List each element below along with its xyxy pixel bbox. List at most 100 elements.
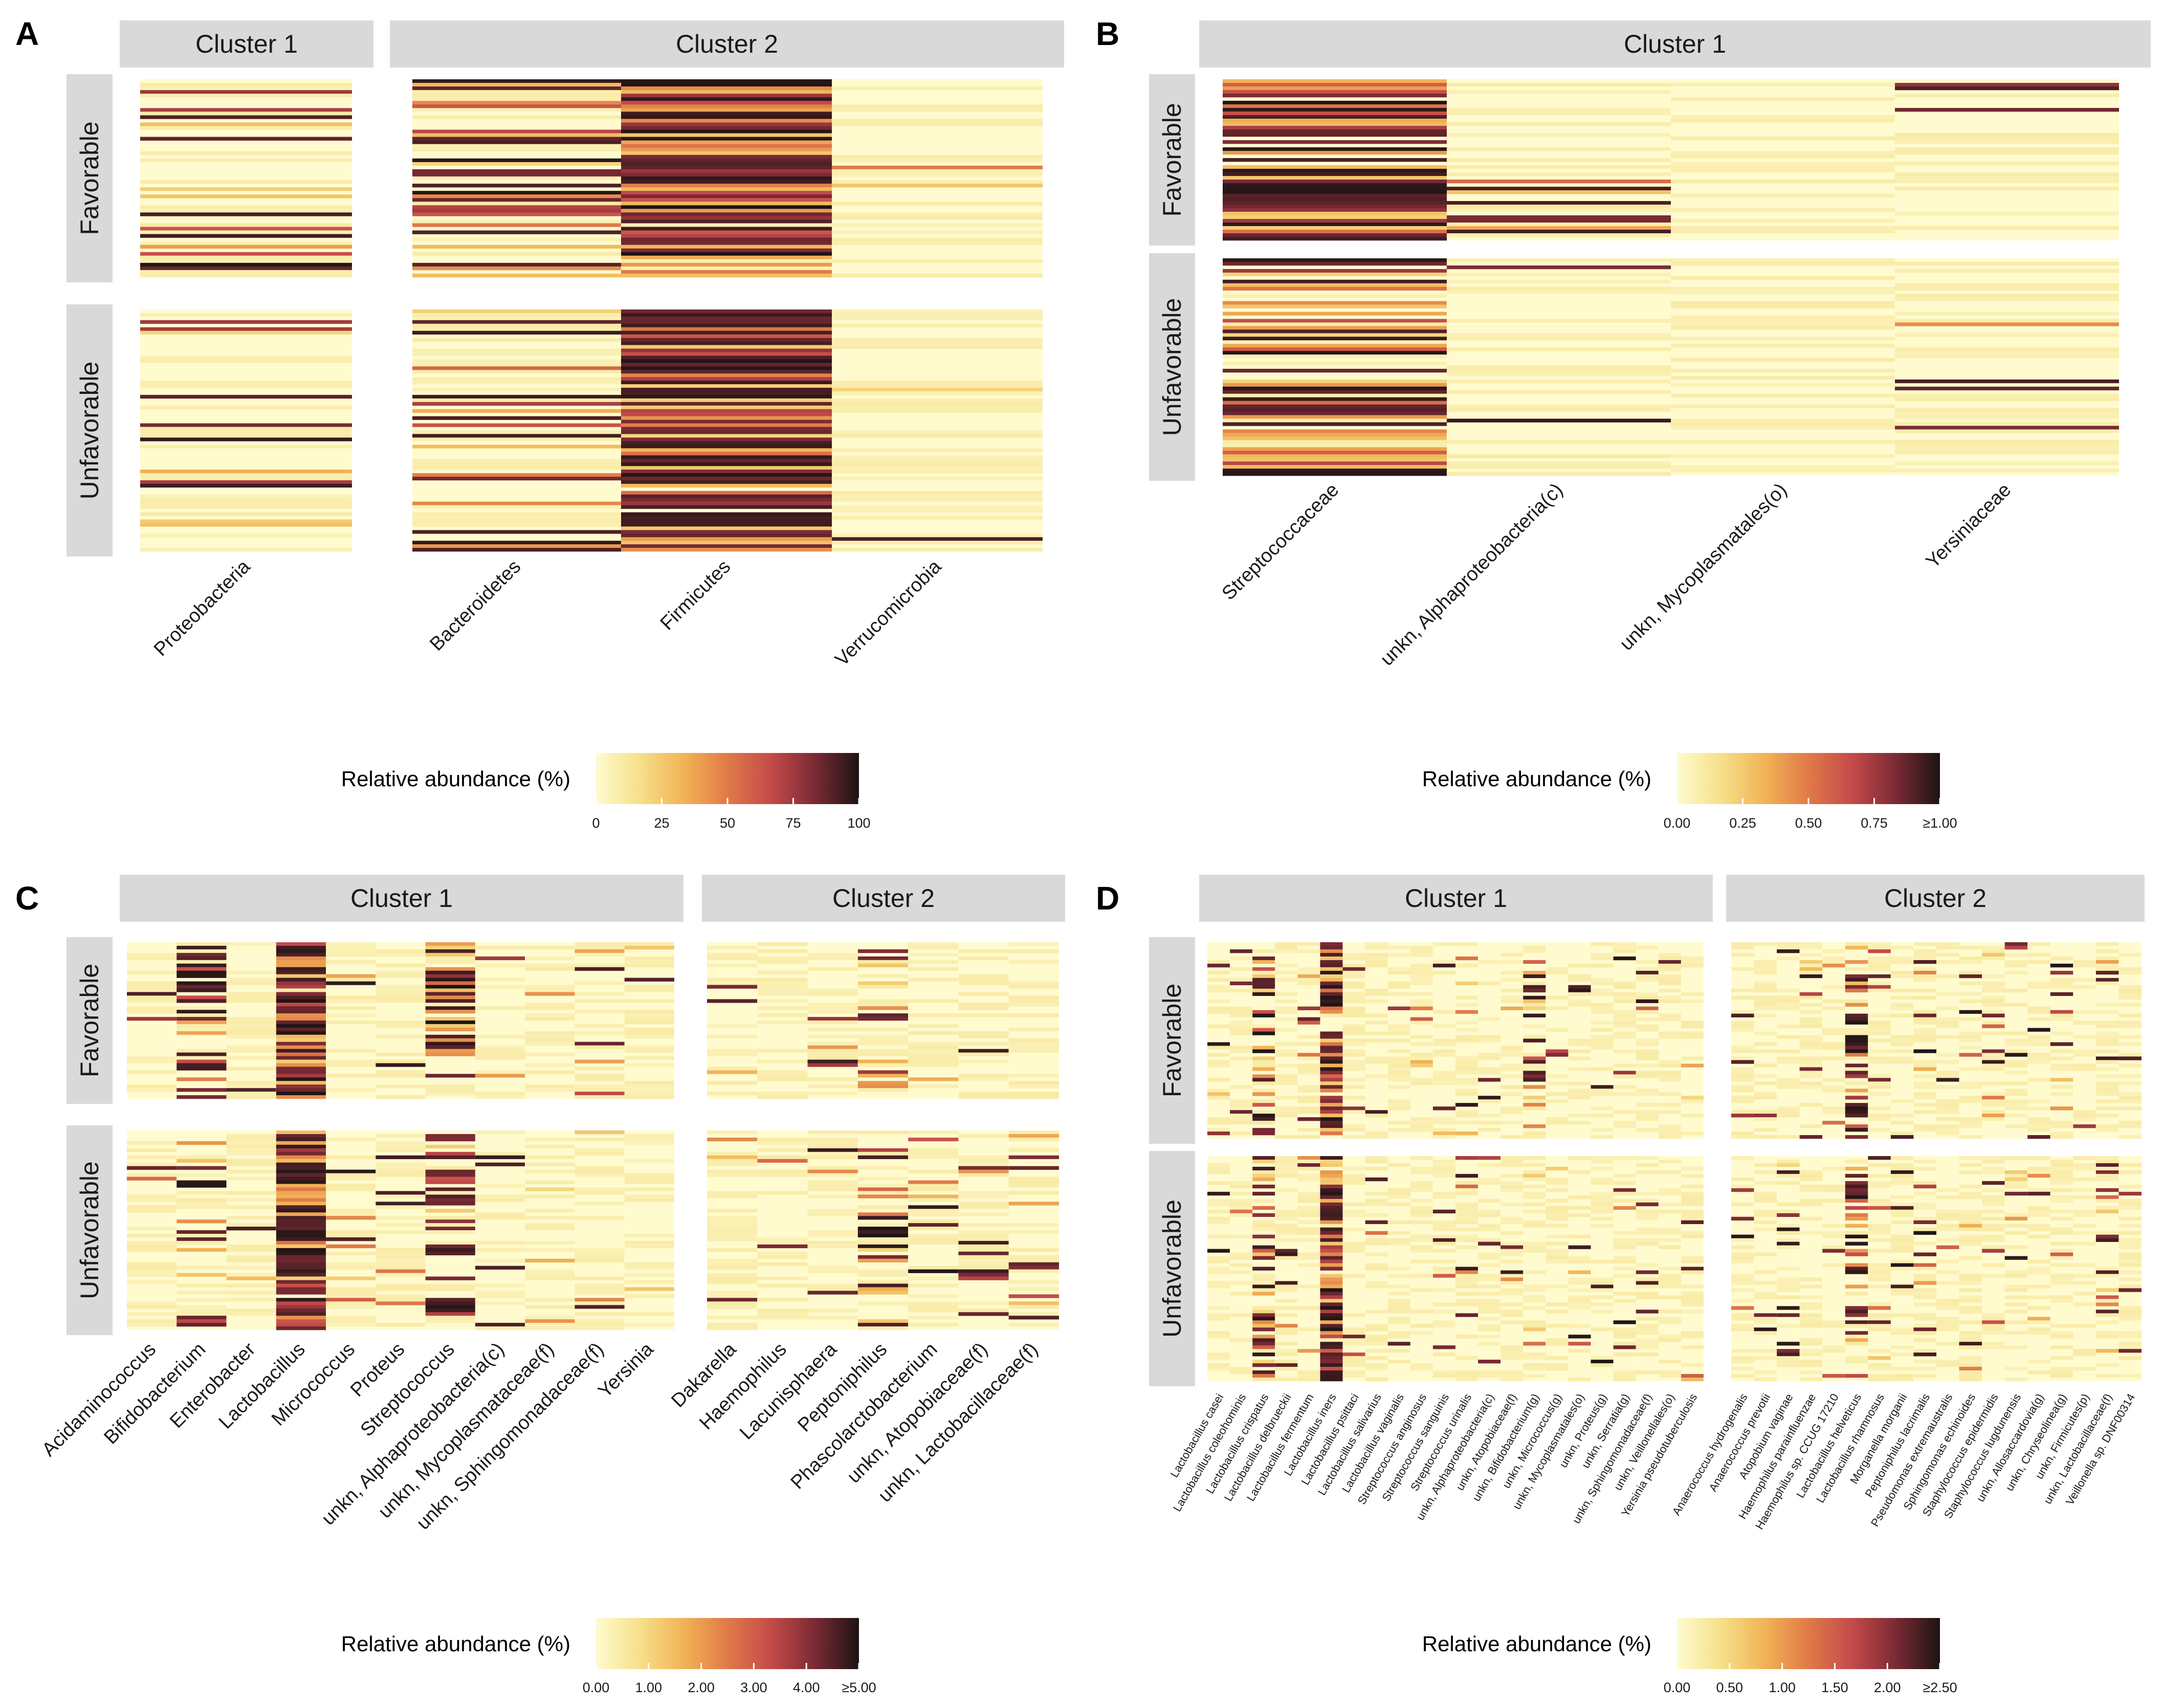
heatmap-cell [1658, 1284, 1681, 1289]
heatmap-cell [140, 505, 352, 509]
heatmap-cell [621, 172, 832, 177]
heatmap-cell [1936, 1117, 1959, 1121]
heatmap-cell [276, 1021, 326, 1025]
heatmap-cell [1822, 1089, 1845, 1093]
heatmap-cell [1613, 992, 1636, 996]
heatmap-cell [2118, 1170, 2142, 1174]
heatmap-cell [908, 1059, 959, 1063]
heatmap-cell [525, 1052, 575, 1056]
heatmap-cell [1275, 1216, 1298, 1221]
heatmap-cell [1959, 1031, 1982, 1035]
heatmap-cell [1754, 988, 1777, 993]
heatmap-cell [1297, 1378, 1320, 1382]
heatmap-cell [1636, 1006, 1659, 1010]
heatmap-cell [1959, 960, 1982, 964]
heatmap-cell [1754, 1213, 1777, 1217]
heatmap-cell [1591, 1159, 1614, 1164]
heatmap-cell [1658, 1074, 1681, 1078]
heatmap-cell [1546, 1213, 1569, 1217]
heatmap-cell [276, 960, 326, 964]
heatmap-cell [908, 1227, 959, 1231]
legend-title: Relative abundance (%) [341, 1632, 570, 1656]
heatmap-cell [575, 1301, 625, 1305]
heatmap-cell [1658, 978, 1681, 982]
heatmap-cell [1275, 999, 1298, 1003]
heatmap-cell [1320, 1103, 1343, 1107]
heatmap-cell [1387, 952, 1410, 957]
heatmap-column-lactobacillus-casei [1207, 1156, 1230, 1381]
heatmap-cell [1275, 970, 1298, 975]
heatmap-column-lactobacillus-rhamnosus [1868, 942, 1891, 1139]
heatmap-cell [832, 498, 1043, 502]
heatmap-cell [1342, 1202, 1365, 1207]
heatmap-cell [832, 165, 1043, 170]
column-strip-2 [702, 875, 1065, 922]
heatmap-cell [425, 1240, 475, 1245]
heatmap-cell [1799, 1056, 1823, 1060]
heatmap-cell-bg [1681, 942, 1704, 1139]
heatmap-cell [1320, 1074, 1343, 1078]
heatmap-cell [1546, 1166, 1569, 1171]
heatmap-cell [1568, 1342, 1591, 1346]
heatmap-cell [140, 262, 352, 267]
heatmap-cell [1658, 995, 1681, 1000]
heatmap-cell-bg [2073, 942, 2096, 1139]
heatmap-cell [276, 1159, 326, 1163]
heatmap-cell [1008, 1081, 1059, 1085]
legend-tick-label: 2.00 [688, 1680, 715, 1695]
heatmap-cell [140, 523, 352, 527]
heatmap-cell [1913, 1181, 1936, 1185]
heatmap-cell [1365, 1191, 1388, 1196]
heatmap-cell [2050, 978, 2073, 982]
heatmap-cell [1658, 1191, 1681, 1196]
heatmap-cell [1754, 1110, 1777, 1114]
heatmap-cell [412, 423, 621, 427]
heatmap-cell [2004, 1181, 2028, 1185]
heatmap-cell [1387, 1031, 1410, 1035]
heatmap-cell [757, 1262, 808, 1266]
heatmap-cell [1671, 169, 1895, 173]
heatmap-cell [621, 237, 832, 241]
heatmap-column-dakarella [707, 1130, 758, 1330]
heatmap-cell [140, 158, 352, 163]
heatmap-cell [1455, 1206, 1478, 1210]
heatmap-cell [1432, 1224, 1455, 1228]
heatmap-cell [624, 1088, 674, 1092]
heatmap-cell [1731, 1367, 1754, 1371]
heatmap-cell [2004, 1053, 2028, 1057]
heatmap-cell [1252, 1310, 1275, 1314]
heatmap-cell [1868, 1324, 1891, 1328]
heatmap-cell [2118, 1284, 2142, 1289]
heatmap-cell [958, 1212, 1009, 1216]
heatmap-cell [621, 241, 832, 245]
heatmap-cell [958, 981, 1009, 985]
heatmap-cell [1478, 1067, 1501, 1071]
heatmap-cell [1365, 1199, 1388, 1203]
heatmap-cell [1523, 974, 1546, 979]
heatmap-cell [908, 1024, 959, 1028]
heatmap-cell [1895, 386, 2119, 391]
heatmap-cell [1523, 1124, 1546, 1128]
heatmap-cell [1410, 970, 1433, 975]
heatmap-cell [958, 1034, 1009, 1039]
heatmap-cell [1636, 1216, 1659, 1221]
heatmap-cell [2118, 1092, 2142, 1096]
heatmap-cell [1822, 1349, 1845, 1353]
heatmap-cell [1230, 1085, 1253, 1089]
heatmap-cell [1500, 1216, 1524, 1221]
row-strip-label: Unfavorable [1158, 1200, 1186, 1338]
heatmap-cell [1320, 1220, 1343, 1224]
heatmap-cell [832, 466, 1043, 470]
heatmap-cell [127, 1205, 177, 1209]
heatmap-cell [1223, 354, 1447, 359]
heatmap-cell [1568, 1324, 1591, 1328]
heatmap-cell [1731, 1360, 1754, 1364]
heatmap-cell [127, 1312, 177, 1316]
heatmap-column-veillonella-sp-dnf00314 [2118, 942, 2142, 1139]
heatmap-cell [908, 1209, 959, 1213]
heatmap-cell [1455, 1089, 1478, 1093]
heatmap-cell [376, 952, 426, 957]
heatmap-cell-bg [1500, 1156, 1524, 1381]
heatmap-cell [1223, 436, 1447, 440]
heatmap-cell [376, 992, 426, 996]
